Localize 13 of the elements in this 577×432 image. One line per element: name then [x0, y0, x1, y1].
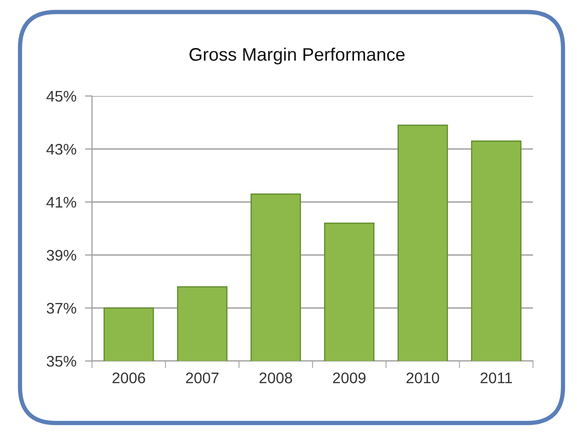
x-tick-label: 2008 — [260, 372, 292, 384]
y-tick-label: 39% — [46, 250, 76, 261]
y-tick-label: 35% — [46, 356, 76, 367]
x-tick-label: 2011 — [480, 372, 512, 384]
y-tick-label: 37% — [46, 302, 76, 314]
x-tick-label: 2009 — [333, 372, 366, 384]
x-tick-label: 2010 — [406, 372, 440, 384]
y-tick-label: 41% — [46, 196, 76, 208]
y-tick-label: 43% — [46, 144, 76, 155]
x-tick-label: 2006 — [112, 372, 146, 384]
y-tick-label: 45% — [46, 90, 76, 102]
x-tick-label: 2007 — [186, 372, 218, 384]
chart-title: Gross Margin Performance — [190, 48, 405, 64]
